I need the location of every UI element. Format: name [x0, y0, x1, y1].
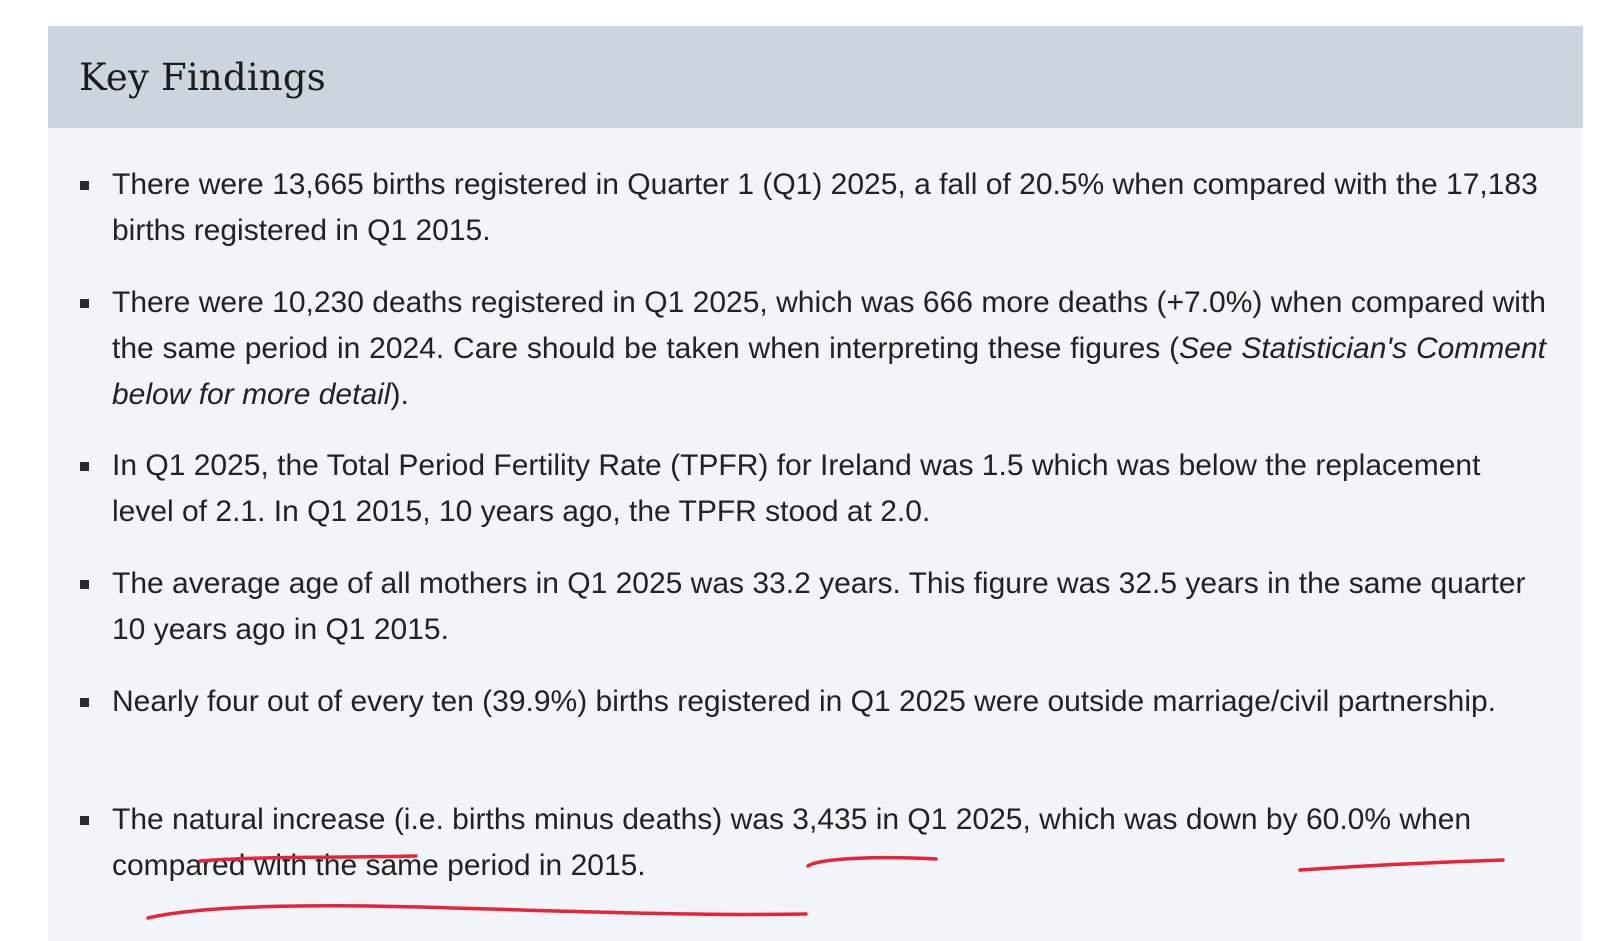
- statistician-comment-reference: See Statistician's Comment below for mor…: [112, 332, 1546, 411]
- bullet-icon: [80, 181, 89, 190]
- key-findings-panel: Key Findings There were 13,665 births re…: [48, 26, 1583, 941]
- finding-fertility-rate: In Q1 2025, the Total Period Fertility R…: [80, 443, 1546, 535]
- finding-text: Nearly four out of every ten (39.9%) bir…: [112, 685, 1496, 718]
- finding-natural-increase: The natural increase (i.e. births minus …: [80, 797, 1546, 889]
- finding-text: There were 13,665 births registered in Q…: [112, 168, 1538, 247]
- panel-title: Key Findings: [79, 55, 326, 99]
- finding-text: There were 10,230 deaths registered in Q…: [112, 286, 1546, 365]
- finding-text: The average age of all mothers in Q1 202…: [112, 567, 1526, 646]
- finding-text: In Q1 2025, the Total Period Fertility R…: [112, 449, 1481, 528]
- finding-mothers-age: The average age of all mothers in Q1 202…: [80, 561, 1546, 653]
- finding-births: There were 13,665 births registered in Q…: [80, 162, 1546, 254]
- panel-header: Key Findings: [48, 26, 1583, 128]
- bullet-icon: [80, 462, 89, 471]
- finding-text-end: ).: [390, 378, 409, 411]
- finding-outside-marriage: Nearly four out of every ten (39.9%) bir…: [80, 679, 1546, 725]
- bullet-icon: [80, 580, 89, 589]
- finding-text: The natural increase (i.e. births minus …: [112, 803, 1472, 882]
- finding-deaths: There were 10,230 deaths registered in Q…: [80, 280, 1546, 418]
- bullet-icon: [80, 816, 89, 825]
- bullet-icon: [80, 698, 89, 707]
- bullet-icon: [80, 299, 89, 308]
